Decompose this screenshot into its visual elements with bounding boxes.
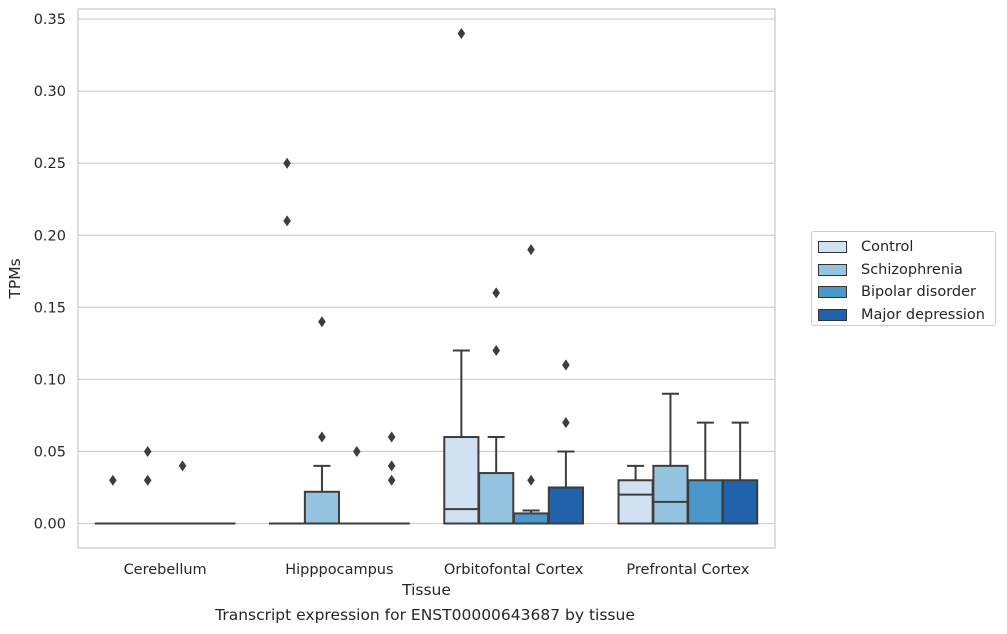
- chart-caption: Transcript expression for ENST0000064368…: [215, 606, 635, 624]
- legend-item-major-depression: Major depression: [818, 304, 995, 327]
- outlier-point: [353, 445, 361, 457]
- box: [547, 486, 584, 525]
- box: [652, 464, 689, 525]
- outlier-point: [178, 460, 187, 472]
- outlier-point: [143, 445, 152, 457]
- plot-frame: [77, 8, 776, 549]
- outlier-point: [562, 359, 570, 371]
- legend-label-major-depression: Major depression: [861, 306, 985, 323]
- legend-item-bipolar-disorder: Bipolar disorder: [818, 281, 995, 304]
- outlier-point: [562, 417, 570, 429]
- outlier-point: [283, 157, 291, 169]
- box: [478, 472, 515, 525]
- y-tick-label: 0.25: [34, 156, 66, 172]
- outlier-point: [527, 474, 535, 486]
- outlier-point: [387, 474, 396, 486]
- legend-item-control: Control: [818, 236, 995, 259]
- legend-label-control: Control: [861, 239, 914, 256]
- box: [512, 512, 550, 525]
- outlier-point: [387, 460, 396, 472]
- y-tick-label: 0.30: [34, 84, 66, 100]
- legend-swatch-bipolar-disorder: [818, 286, 847, 299]
- box: [722, 479, 759, 525]
- x-axis-title: Tissue: [401, 581, 451, 599]
- x-tick-label: Orbitofontal Cortex: [444, 562, 584, 578]
- y-tick-label: 0.15: [34, 300, 66, 316]
- legend-swatch-control: [818, 241, 847, 254]
- outlier-point: [318, 431, 326, 443]
- x-tick-label: Cerebellum: [124, 562, 207, 578]
- y-tick-label: 0.35: [34, 12, 66, 28]
- outlier-point: [318, 316, 326, 328]
- outlier-point: [492, 287, 500, 299]
- outlier-point: [527, 244, 535, 256]
- outlier-point: [492, 345, 500, 357]
- y-axis-title: TPMs: [6, 258, 24, 299]
- outlier-point: [387, 431, 396, 443]
- box: [617, 479, 654, 525]
- outlier-point: [109, 474, 117, 486]
- outlier-point: [283, 215, 291, 227]
- y-tick-label: 0.00: [34, 517, 66, 533]
- legend: Control Schizophrenia Bipolar disorder M…: [811, 231, 996, 326]
- legend-item-schizophrenia: Schizophrenia: [818, 259, 995, 282]
- y-tick-label: 0.10: [34, 372, 66, 388]
- legend-swatch-major-depression: [818, 308, 847, 321]
- outlier-point: [143, 474, 152, 486]
- legend-label-schizophrenia: Schizophrenia: [861, 261, 963, 278]
- x-tick-label: Prefrontal Cortex: [626, 562, 749, 578]
- y-tick-label: 0.05: [34, 444, 66, 460]
- x-tick-label: Hipppocampus: [285, 562, 393, 578]
- box: [687, 479, 724, 525]
- outlier-point: [457, 28, 466, 39]
- legend-label-bipolar-disorder: Bipolar disorder: [861, 284, 976, 301]
- box: [303, 490, 341, 525]
- y-tick-label: 0.20: [34, 228, 66, 244]
- box: [443, 436, 480, 525]
- legend-swatch-schizophrenia: [818, 263, 847, 276]
